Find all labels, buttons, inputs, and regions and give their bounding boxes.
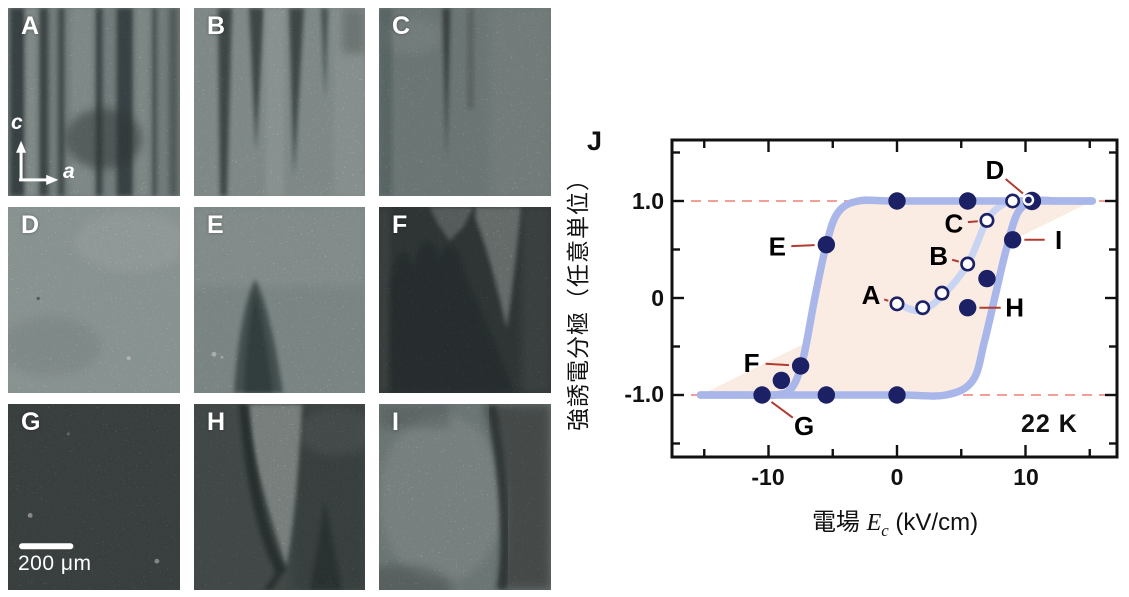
- panel-label-f: F: [392, 211, 408, 239]
- data-point-ring: [1022, 194, 1035, 206]
- leader-line-A: [883, 298, 889, 302]
- scale-bar-label: 200 μm: [18, 552, 92, 575]
- crystal-axes-arrows: [16, 140, 59, 185]
- data-point-filled: [791, 357, 810, 375]
- y-tick-label-1.0: 1.0: [632, 188, 664, 214]
- micrograph-e: E: [194, 207, 365, 393]
- leader-line-D: [1005, 178, 1024, 195]
- leader-line-C: [967, 220, 978, 224]
- x-axis-title: 電場 Ec (kV/cm): [812, 502, 978, 541]
- noise-overlay: [8, 404, 180, 590]
- data-point-filled: [817, 386, 836, 404]
- x-title-prefix: 電場: [811, 509, 860, 536]
- panel-label-i: I: [392, 408, 399, 436]
- x-tick-label--10: -10: [751, 464, 785, 490]
- panel-label-g: G: [21, 408, 41, 436]
- noise-overlay: [194, 8, 365, 196]
- point-label-A: A: [862, 280, 881, 310]
- micrograph-c-image: [379, 8, 551, 196]
- a-axis-label: a: [63, 160, 75, 183]
- data-point-open: [960, 256, 976, 272]
- data-point-filled: [888, 192, 906, 210]
- micrograph-h: H: [194, 404, 365, 590]
- panel-label-b: B: [207, 12, 226, 40]
- micrograph-g-image: [8, 404, 180, 590]
- micrograph-a-image: [8, 8, 180, 196]
- data-point-filled: [753, 386, 771, 404]
- data-point-open: [915, 300, 931, 316]
- x-title-symbol: E: [866, 510, 882, 536]
- leader-line-E: [791, 244, 815, 248]
- y-axis-title: 強誘電分極（任意単位）: [565, 167, 591, 431]
- micrograph-b-image: [194, 8, 365, 196]
- leader-line-F: [765, 362, 790, 367]
- x-tick-label-10: 10: [1013, 464, 1039, 490]
- micrograph-g: G 200 μm: [8, 404, 180, 590]
- micrograph-c: C: [379, 8, 551, 196]
- micrograph-f-image: [379, 207, 551, 393]
- y-tick-label--1.0: -1.0: [624, 381, 664, 407]
- point-label-E: E: [769, 232, 786, 262]
- plot-frame: [670, 138, 1119, 459]
- noise-overlay: [194, 404, 365, 590]
- temperature-annotation: 22 K: [1021, 410, 1078, 438]
- data-point-filled: [978, 269, 996, 288]
- data-point-open: [979, 212, 995, 228]
- micrograph-i: I: [379, 404, 551, 590]
- noise-overlay: [8, 8, 180, 196]
- micrograph-i-image: [379, 404, 551, 590]
- micrograph-b: B: [194, 8, 365, 196]
- point-label-I: I: [1055, 225, 1062, 255]
- micrograph-a: A c a: [8, 8, 180, 196]
- x-title-unit: (kV/cm): [895, 509, 979, 536]
- data-point-filled: [958, 299, 977, 317]
- point-label-H: H: [1005, 293, 1024, 323]
- scale-bar: [19, 543, 74, 550]
- panel-label-a: A: [21, 12, 40, 40]
- chart-panel-label: J: [587, 126, 603, 156]
- micrograph-f: F: [379, 207, 551, 393]
- data-point-filled: [1003, 231, 1022, 249]
- panel-label-e: E: [207, 211, 224, 239]
- noise-overlay: [194, 207, 365, 393]
- noise-overlay: [379, 8, 551, 196]
- data-point-filled: [888, 386, 906, 404]
- panel-label-d: D: [21, 211, 40, 239]
- data-point-open: [1005, 193, 1021, 209]
- data-point-filled: [958, 192, 977, 210]
- point-label-C: C: [945, 208, 964, 238]
- y-tick-label-0: 0: [651, 285, 664, 311]
- data-point-filled: [772, 371, 791, 390]
- micrograph-e-image: [194, 207, 365, 393]
- point-label-D: D: [986, 155, 1005, 185]
- leader-line-B: [951, 258, 960, 263]
- x-title-subscript: c: [881, 520, 889, 540]
- micrograph-grid: A c a B: [8, 8, 551, 590]
- point-label-G: G: [794, 411, 814, 441]
- panel-label-h: H: [207, 408, 226, 436]
- data-point-open: [889, 296, 905, 312]
- micrograph-h-image: [194, 404, 365, 590]
- micrograph-d: D: [8, 207, 180, 393]
- x-tick-label-0: 0: [890, 464, 904, 490]
- data-point-open: [934, 285, 950, 301]
- micrograph-d-image: [8, 207, 180, 393]
- panel-label-c: C: [392, 12, 411, 40]
- noise-overlay: [8, 207, 180, 393]
- leader-line-G: [770, 401, 794, 419]
- point-label-B: B: [929, 241, 948, 271]
- noise-overlay: [379, 404, 551, 590]
- c-axis-label: c: [11, 111, 23, 134]
- data-point-filled: [817, 235, 836, 254]
- point-label-F: F: [744, 348, 760, 378]
- noise-overlay: [379, 207, 551, 393]
